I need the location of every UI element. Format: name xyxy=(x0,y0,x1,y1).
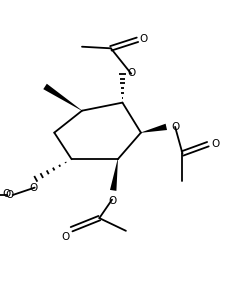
Polygon shape xyxy=(110,159,118,191)
Text: O: O xyxy=(140,34,148,44)
Text: O: O xyxy=(211,139,220,149)
Text: O: O xyxy=(5,190,13,200)
Text: O: O xyxy=(3,189,11,199)
Text: O: O xyxy=(61,231,69,241)
Text: O: O xyxy=(108,196,116,206)
Polygon shape xyxy=(43,84,82,111)
Text: O: O xyxy=(128,68,136,78)
Text: O: O xyxy=(171,122,179,132)
Polygon shape xyxy=(141,124,167,133)
Text: O: O xyxy=(30,183,38,193)
